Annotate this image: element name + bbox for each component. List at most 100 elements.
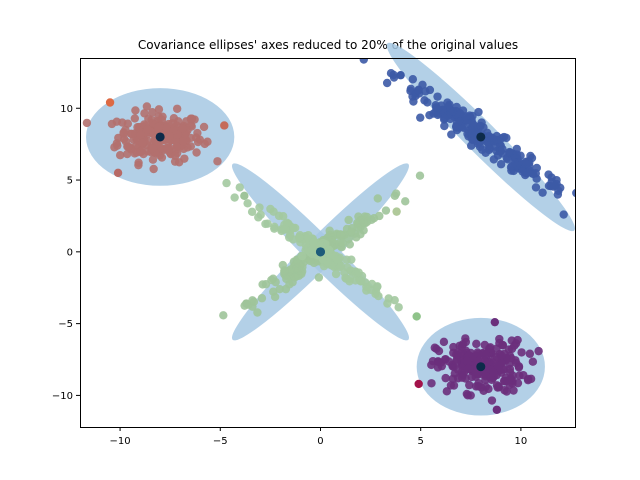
scatter-point xyxy=(270,224,279,233)
scatter-point xyxy=(487,396,497,405)
scatter-point xyxy=(314,273,324,282)
scatter-point xyxy=(249,297,259,306)
x-tick-label: 10 xyxy=(515,436,528,447)
scatter-point xyxy=(434,346,444,356)
scatter-point xyxy=(431,103,441,112)
scatter-point xyxy=(192,148,201,157)
scatter-point xyxy=(467,372,476,382)
scatter-point xyxy=(472,339,481,349)
cluster-center-point xyxy=(155,132,165,142)
scatter-point xyxy=(275,284,284,294)
x-tick-label: 5 xyxy=(418,436,424,447)
scatter-point xyxy=(293,258,303,268)
scatter-point xyxy=(359,58,368,64)
scatter-point xyxy=(235,183,244,192)
scatter-point xyxy=(258,280,267,289)
scatter-point xyxy=(178,136,188,146)
scatter-point xyxy=(478,145,487,154)
scatter-point xyxy=(468,123,478,133)
scatter-point xyxy=(502,133,511,143)
scatter-point xyxy=(113,168,123,178)
scatter-point xyxy=(547,173,556,182)
scatter-point xyxy=(496,160,506,169)
scatter-point xyxy=(203,137,212,146)
scatter-point xyxy=(461,334,470,343)
scatter-point xyxy=(243,199,252,208)
scatter-point xyxy=(489,155,499,164)
scatter-point xyxy=(338,238,347,248)
scatter-point xyxy=(572,189,575,197)
scatter-point xyxy=(305,256,315,266)
scatter-point xyxy=(489,137,498,146)
y-tick-label: −5 xyxy=(58,319,73,330)
scatter-point xyxy=(142,102,152,111)
scatter-point xyxy=(394,303,403,312)
scatter-point xyxy=(82,118,92,128)
scatter-point xyxy=(345,240,354,249)
scatter-point xyxy=(488,368,498,377)
scatter-point xyxy=(444,357,454,366)
scatter-point xyxy=(134,160,143,170)
scatter-point xyxy=(347,227,356,236)
scatter-point xyxy=(154,105,164,114)
scatter-point xyxy=(479,386,488,396)
cluster-center-point xyxy=(476,132,486,142)
scatter-point xyxy=(331,269,341,279)
scatter-point xyxy=(412,312,421,321)
scatter-point xyxy=(240,191,249,201)
scatter-point xyxy=(130,114,140,123)
scatter-point xyxy=(149,164,158,174)
scatter-point xyxy=(477,118,486,127)
scatter-point xyxy=(254,213,263,222)
scatter-point xyxy=(425,85,435,95)
scatter-point xyxy=(497,351,506,360)
scatter-point xyxy=(307,245,316,254)
x-tick-label: −10 xyxy=(110,436,131,447)
scatter-point xyxy=(441,373,450,383)
scatter-point xyxy=(465,380,474,390)
scatter-point xyxy=(336,230,346,240)
scatter-point xyxy=(490,317,500,327)
scatter-point xyxy=(459,123,468,132)
scatter-point xyxy=(481,371,490,381)
scatter-point xyxy=(439,337,449,347)
scatter-point xyxy=(538,188,547,197)
scatter-point xyxy=(193,137,203,147)
scatter-point xyxy=(280,225,289,234)
scatter-point xyxy=(462,356,472,366)
scatter-point xyxy=(416,113,425,122)
scatter-point xyxy=(247,207,257,217)
plot-frame xyxy=(80,58,576,428)
scatter-point xyxy=(220,121,229,130)
scatter-point xyxy=(462,389,472,399)
scatter-point xyxy=(119,128,128,137)
scatter-point xyxy=(471,382,481,391)
scatter-point xyxy=(374,291,383,301)
scatter-point xyxy=(455,109,465,118)
scatter-point xyxy=(154,123,163,132)
scatter-point xyxy=(511,358,521,368)
scatter-point xyxy=(384,294,393,303)
scatter-point xyxy=(242,299,251,308)
scatter-point xyxy=(186,114,196,123)
x-tick-label: 0 xyxy=(317,436,323,447)
scatter-point xyxy=(531,183,541,192)
scatter-point xyxy=(148,155,158,164)
scatter-point xyxy=(165,131,174,140)
scatter-point xyxy=(457,373,467,382)
scatter-point xyxy=(171,151,180,160)
scatter-point xyxy=(452,357,461,366)
scatter-point xyxy=(213,157,222,166)
scatter-point xyxy=(278,260,288,270)
scatter-point xyxy=(523,168,533,177)
scatter-point xyxy=(415,171,425,180)
scatter-point xyxy=(124,142,133,151)
scatter-point xyxy=(324,245,334,255)
scatter-point xyxy=(289,223,298,233)
scatter-point xyxy=(531,169,541,178)
scatter-point xyxy=(253,308,262,317)
scatter-point xyxy=(517,348,526,357)
cluster-center-point xyxy=(476,362,486,372)
scatter-point xyxy=(297,251,307,261)
